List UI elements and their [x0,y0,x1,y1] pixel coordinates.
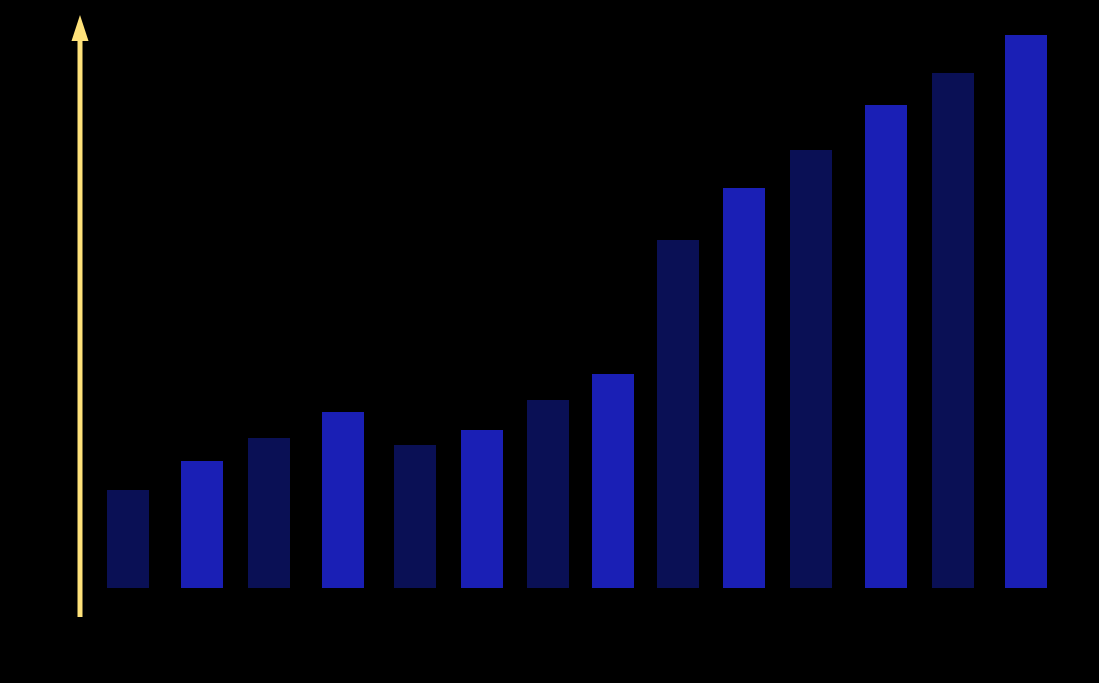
bar-2 [181,461,223,588]
bar-7 [527,400,569,588]
bar-5 [394,445,436,588]
bar-1 [107,490,149,588]
bar-13 [932,73,974,588]
bar-6 [461,430,503,588]
bar-9 [657,240,699,588]
bar-12 [865,105,907,588]
bar-10 [723,188,765,588]
bar-8 [592,374,634,588]
bar-4 [322,412,364,588]
bar-14 [1005,35,1047,588]
bar-3 [248,438,290,588]
bar-11 [790,150,832,588]
